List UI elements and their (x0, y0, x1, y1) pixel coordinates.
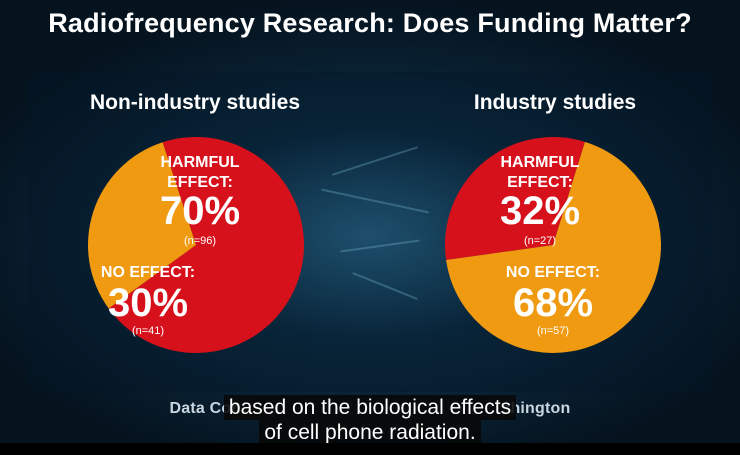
pie-slice-no-effect (87, 142, 196, 309)
slice-sample-size-label: (n=41) (132, 325, 164, 337)
pie-title-industry: Industry studies (473, 91, 637, 114)
slice-category-label: EFFECT: (507, 174, 573, 191)
slice-sample-size-label: (n=27) (524, 235, 556, 247)
pie-slice-harmful (108, 137, 305, 354)
chart-title: Radiofrequency Research: Does Funding Ma… (48, 8, 692, 38)
slice-percent-label: 32% (500, 189, 580, 233)
video-captions: based on the biological effects of cell … (0, 395, 740, 445)
slice-category-label: EFFECT: (167, 174, 233, 191)
caption-line-2: of cell phone radiation. (259, 420, 481, 445)
slice-category-label: NO EFFECT: (506, 264, 600, 281)
footer-source-right: shington (501, 400, 571, 417)
pie-slice-no-effect (446, 141, 661, 354)
slice-percent-label: 30% (108, 281, 188, 325)
slice-percent-label: 70% (160, 189, 240, 233)
letterbox-bar (0, 443, 740, 455)
footer-source-left: Data Con (169, 400, 242, 417)
pie-slice-harmful (445, 136, 585, 261)
caption-line-1: based on the biological effects (223, 395, 517, 420)
footer-source: Data Con shington (0, 400, 740, 418)
slice-sample-size-label: (n=57) (537, 325, 569, 337)
slice-category-label: HARMFUL (160, 154, 239, 171)
pie-title-non-industry: Non-industry studies (89, 91, 300, 114)
slice-category-label: NO EFFECT: (101, 264, 195, 281)
slice-percent-label: 68% (513, 281, 593, 325)
slice-sample-size-label: (n=96) (184, 235, 216, 247)
slice-category-label: HARMFUL (500, 154, 579, 171)
